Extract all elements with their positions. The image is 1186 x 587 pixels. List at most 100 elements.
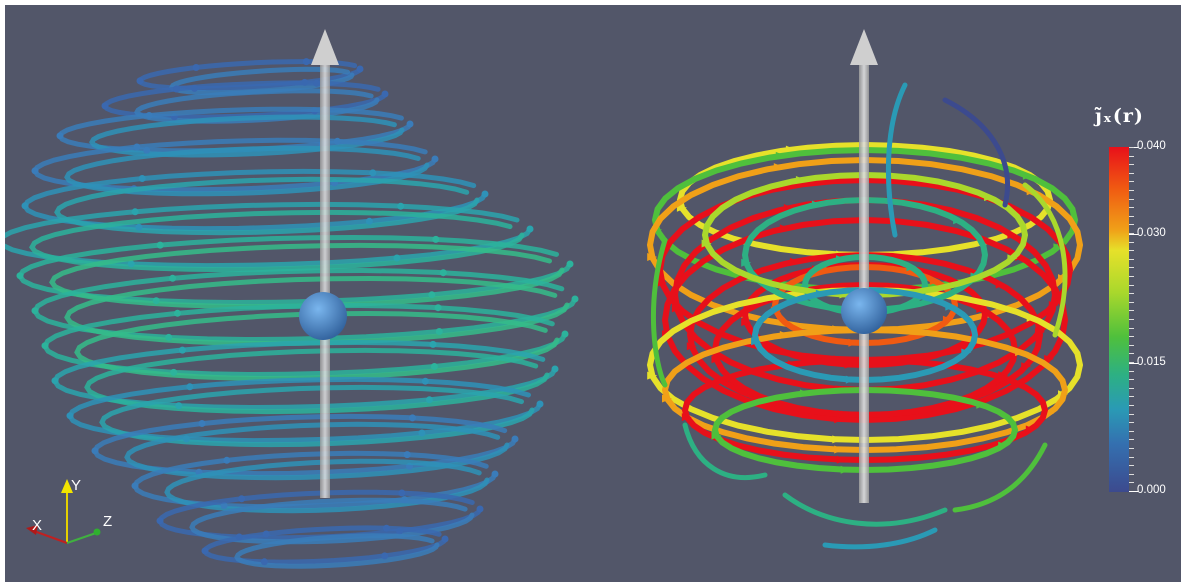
streamline-arrow-icon [834, 415, 845, 424]
streamline-arrow-icon [961, 348, 972, 357]
streamline-marker [133, 143, 141, 151]
streamline-marker [91, 447, 99, 455]
streamline [52, 339, 558, 411]
colorbar-minor-tick [1129, 431, 1134, 432]
streamline [782, 492, 948, 527]
streamline [22, 168, 488, 232]
streamline [711, 386, 1018, 474]
streamline-arrow-icon [999, 374, 1010, 383]
streamline-arrow-icon [711, 431, 722, 440]
streamline [942, 97, 1010, 208]
streamline-marker [192, 64, 200, 71]
colorbar-minor-tick [1129, 336, 1134, 337]
colorbar-title: j̃ₓ(r) [1095, 105, 1144, 127]
streamline-marker [403, 451, 411, 459]
orientation-axes-widget [26, 479, 101, 544]
streamline-marker [56, 132, 64, 140]
streamline [234, 533, 440, 569]
render-viewport[interactable]: j̃ₓ(r) 0.040 0.030 0.015 0.000 Y X Z [5, 5, 1181, 582]
streamline [1022, 182, 1068, 338]
streamline-marker [430, 363, 438, 370]
colorbar-minor-tick [1129, 396, 1134, 397]
streamline-marker [476, 505, 484, 513]
streamline-marker [156, 517, 164, 525]
streamline-marker [131, 208, 139, 216]
streamline-arrow-icon [1021, 362, 1032, 371]
streamline-arrow-icon [785, 145, 796, 154]
streamline-marker [260, 558, 268, 566]
streamline-arrow-icon [976, 400, 987, 409]
streamline-marker [313, 79, 321, 87]
sphere [841, 288, 887, 334]
streamline-marker [333, 137, 341, 145]
streamline [124, 421, 510, 481]
streamline-arrow-icon [686, 342, 697, 351]
y-axis-label: Y [71, 477, 82, 494]
streamline-marker [432, 235, 440, 243]
streamline [32, 267, 578, 343]
streamline-marker [418, 429, 426, 437]
streamline [64, 145, 430, 197]
streamline-marker [156, 241, 164, 249]
streamline-scene[interactable] [5, 5, 1181, 582]
streamline-arrow-icon [945, 302, 956, 311]
streamline-marker [135, 223, 143, 231]
streamline [741, 261, 988, 369]
streamline-marker [441, 535, 449, 543]
streamline [682, 422, 768, 481]
colorbar-minor-tick [1129, 319, 1134, 320]
streamline [64, 275, 570, 347]
vector-arrow-shaft [320, 63, 330, 498]
colorbar-minor-tick [1129, 328, 1134, 329]
streamline [651, 237, 668, 388]
streamline-arrow-icon [811, 200, 822, 209]
streamline-marker [31, 307, 39, 315]
streamline [885, 82, 908, 238]
streamline-marker [481, 190, 489, 198]
colorbar-minor-tick [1129, 164, 1134, 165]
streamline-marker [262, 530, 270, 538]
colorbar-minor-tick [1129, 310, 1134, 311]
colorbar-minor-tick [1129, 353, 1134, 354]
streamline-marker [178, 346, 186, 354]
streamline-arrow-icon [1019, 209, 1029, 218]
streamline-marker [66, 412, 74, 420]
streamline [661, 216, 1068, 424]
streamline-marker [365, 217, 373, 225]
streamline-marker [397, 202, 405, 210]
colorbar-minor-tick [1129, 233, 1134, 234]
colorbar-minor-tick [1129, 276, 1134, 277]
colorbar-minor-tick [1129, 371, 1134, 372]
streamline-arrow-icon [906, 263, 917, 272]
streamline-arrow-icon [1015, 348, 1026, 357]
streamline-arrow-icon [1026, 313, 1037, 322]
colorbar-label-max: 0.040 [1137, 140, 1166, 152]
streamline-marker [421, 377, 429, 385]
streamline-arrow-icon [789, 257, 800, 266]
colorbar-minor-tick [1129, 388, 1134, 389]
streamline-arrow-icon [751, 337, 762, 346]
x-axis-label: X [32, 517, 43, 534]
streamline [42, 302, 568, 378]
streamline-arrow-icon [681, 413, 692, 422]
streamline-marker [369, 169, 377, 177]
vector-arrow-head-icon [311, 29, 339, 65]
streamline [132, 450, 498, 510]
streamline-marker [434, 304, 442, 312]
streamline-arrow-icon [741, 318, 752, 327]
streamline-marker [170, 368, 178, 376]
streamline-arrow-icon [845, 375, 856, 384]
streamline-arrow-icon [701, 239, 712, 248]
colorbar-minor-tick [1129, 156, 1134, 157]
streamline-arrow-icon [779, 224, 790, 233]
streamline-marker [381, 552, 389, 560]
sphere [299, 292, 347, 340]
colorbar-minor-tick [1129, 250, 1134, 251]
streamline-arrow-icon [783, 204, 794, 212]
streamline [646, 156, 1083, 334]
streamline-marker [175, 402, 183, 410]
streamline-arrow-icon [1025, 425, 1036, 434]
colorbar-minor-tick [1129, 216, 1134, 217]
streamline-marker [223, 456, 231, 464]
streamline-marker [406, 120, 414, 128]
